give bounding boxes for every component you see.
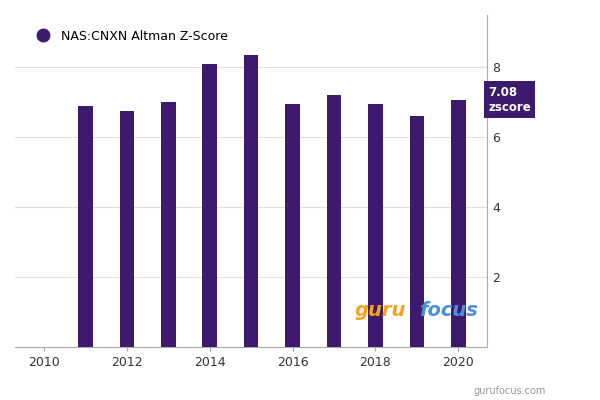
Bar xyxy=(244,55,259,347)
Text: 7.08
zscore: 7.08 zscore xyxy=(488,86,531,114)
Bar xyxy=(368,104,383,347)
Bar xyxy=(451,100,466,347)
Bar xyxy=(410,116,424,347)
Bar xyxy=(119,111,134,347)
Text: guru: guru xyxy=(355,302,406,320)
Bar xyxy=(327,95,341,347)
Text: gurufocus.com: gurufocus.com xyxy=(473,386,546,396)
Bar xyxy=(161,102,176,347)
Legend: NAS:CNXN Altman Z-Score: NAS:CNXN Altman Z-Score xyxy=(26,24,233,48)
Text: focus: focus xyxy=(419,302,478,320)
Bar xyxy=(202,64,217,347)
Bar xyxy=(78,106,92,347)
Bar xyxy=(286,104,300,347)
